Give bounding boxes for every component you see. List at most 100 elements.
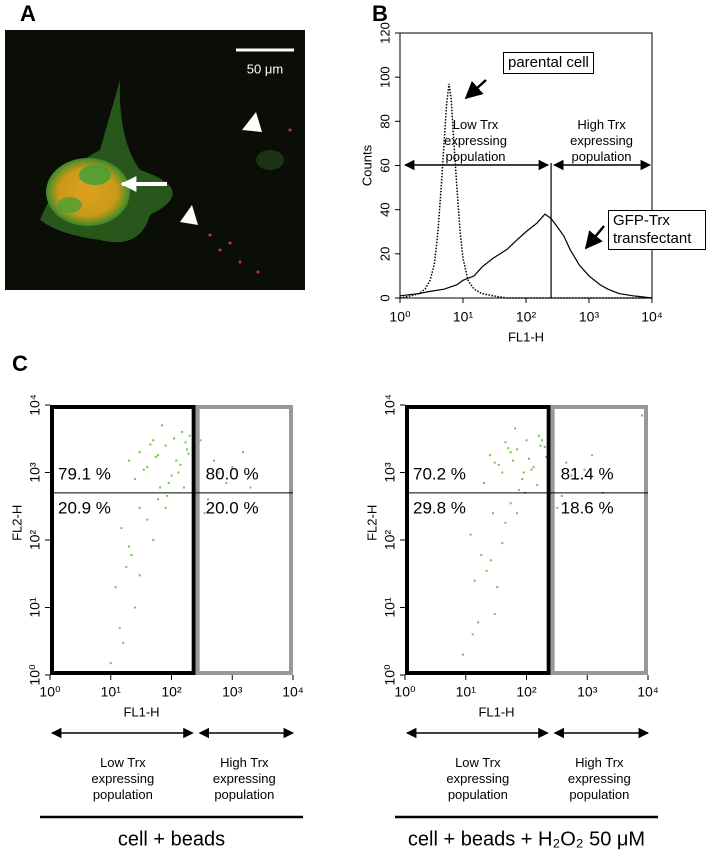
y-tick-label: 10⁰: [382, 664, 398, 686]
pointer-arrow: [584, 225, 605, 250]
event-dot: [504, 441, 507, 444]
event-dot: [164, 506, 167, 509]
event-dot: [149, 443, 152, 446]
event-dot: [179, 463, 182, 466]
panel-label: B: [372, 1, 388, 26]
event-dot: [591, 454, 594, 457]
event-dot: [125, 565, 128, 568]
y-tick-label: 10⁴: [27, 394, 43, 416]
annotation: High Trx expressing population: [212, 755, 276, 802]
y-tick-label: 10²: [382, 530, 398, 551]
event-dot: [217, 471, 220, 474]
event-dot: [471, 633, 474, 636]
y-tick-label: 10¹: [382, 597, 398, 618]
y-tick-label: 80: [377, 114, 392, 128]
event-dot: [188, 434, 191, 437]
event-dot: [142, 468, 145, 471]
event-dot: [473, 579, 476, 582]
event-dot: [184, 441, 187, 444]
event-dot: [154, 455, 157, 458]
event-dot: [514, 427, 517, 430]
low-gate-box: [405, 405, 551, 675]
event-dot: [231, 466, 234, 469]
event-dot: [477, 621, 480, 624]
y-tick-label: 120: [377, 22, 392, 44]
quadrant-label: 70.2 %: [413, 464, 466, 483]
y-axis-label: FL2-H: [9, 505, 24, 541]
event-dot: [199, 439, 202, 442]
pointer-arrow: [464, 79, 487, 100]
event-dot: [509, 502, 512, 505]
event-dot: [493, 613, 496, 616]
event-dot: [157, 454, 160, 457]
y-tick-label: 10³: [27, 462, 43, 483]
annotation: High Trx expressing population: [567, 755, 631, 802]
y-axis-label: Counts: [359, 144, 374, 186]
event-dot: [138, 506, 141, 509]
x-tick-label: 10²: [516, 684, 537, 700]
annotation: High Trx expressing population: [570, 117, 633, 164]
x-tick-label: 10¹: [101, 684, 122, 700]
event-dot: [516, 448, 519, 451]
quadrant-label: 18.6 %: [561, 498, 614, 517]
event-dot: [170, 474, 173, 477]
micrograph: [5, 30, 305, 290]
y-tick-label: 40: [377, 202, 392, 216]
event-dot: [187, 452, 190, 455]
event-dot: [537, 434, 540, 437]
annotation: Low Trx expressing population: [91, 755, 155, 802]
event-dot: [164, 444, 167, 447]
x-tick-label: 10³: [579, 309, 600, 325]
event-dot: [496, 586, 499, 589]
event-dot: [480, 553, 483, 556]
x-tick-label: 10¹: [456, 684, 477, 700]
event-dot: [128, 545, 131, 548]
quadrant-label: 79.1 %: [58, 464, 111, 483]
event-dot: [497, 463, 500, 466]
x-tick-label: 10⁰: [394, 684, 416, 700]
y-axis-label: FL2-H: [364, 505, 379, 541]
event-dot: [157, 498, 160, 501]
event-dot: [509, 451, 512, 454]
histogram-line: [399, 213, 653, 299]
event-dot: [522, 471, 525, 474]
event-dot: [133, 478, 136, 481]
event-dot: [525, 439, 528, 442]
x-axis-label: FL1-H: [478, 704, 514, 719]
quadrant-label: 81.4 %: [561, 464, 614, 483]
event-dot: [485, 569, 488, 572]
scale-bar-label: 50 μm: [247, 61, 283, 76]
caption: cell + beads + H₂O₂ 50 μM: [408, 828, 645, 850]
event-dot: [461, 653, 464, 656]
event-dot: [181, 430, 184, 433]
event-dot: [521, 478, 524, 481]
event-dot: [203, 512, 206, 515]
event-dot: [583, 468, 586, 471]
high-gate-box: [195, 405, 293, 675]
event-dot: [532, 466, 535, 469]
event-dot: [517, 489, 520, 492]
event-dot: [175, 459, 178, 462]
quadrant-label: 80.0 %: [206, 464, 259, 483]
event-dot: [130, 553, 133, 556]
event-dot: [528, 457, 531, 460]
y-tick-label: 10⁰: [27, 664, 43, 686]
event-dot: [167, 481, 170, 484]
event-dot: [249, 486, 252, 489]
event-dot: [530, 468, 533, 471]
x-axis-label: FL1-H: [508, 329, 544, 344]
event-dot: [207, 498, 210, 501]
event-dot: [138, 451, 141, 454]
annotation: Low Trx expressing population: [444, 117, 507, 164]
y-tick-label: 10⁴: [382, 394, 398, 416]
x-tick-label: 10¹: [453, 309, 474, 325]
x-tick-label: 10⁰: [389, 309, 411, 325]
quadrant-label: 20.9 %: [58, 498, 111, 517]
histogram-line: [399, 83, 652, 299]
caption: cell + beads: [118, 828, 225, 850]
event-dot: [152, 539, 155, 541]
series-label: parental cell: [503, 52, 594, 74]
x-tick-label: 10³: [577, 684, 598, 700]
event-dot: [138, 574, 141, 577]
event-dot: [109, 662, 112, 665]
